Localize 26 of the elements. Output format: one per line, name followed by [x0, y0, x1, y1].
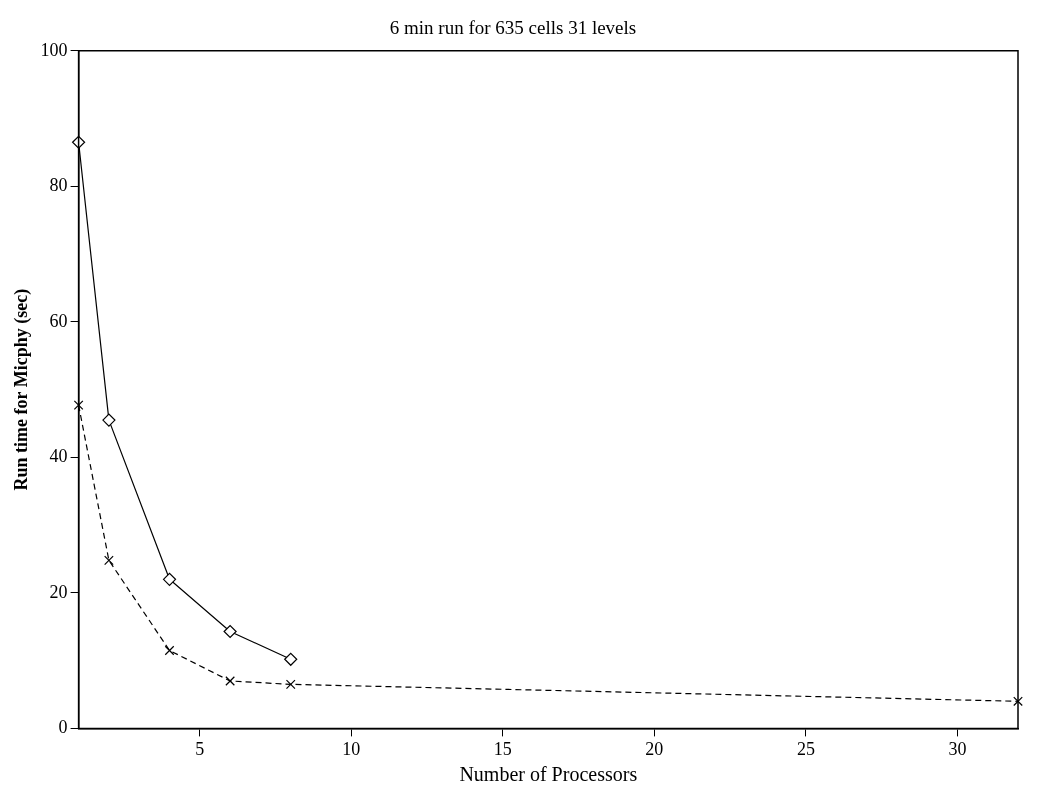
point: [225, 676, 235, 686]
y-tick-label: 40: [49, 446, 68, 467]
x-axis-title: Number of Processors: [459, 763, 638, 786]
point: [223, 624, 237, 639]
y-tick-label: 20: [49, 581, 68, 602]
y-tick-label: 0: [58, 717, 68, 738]
point: [1013, 696, 1023, 707]
point: [73, 400, 84, 411]
point: [284, 652, 298, 666]
point: [72, 135, 86, 149]
point: [162, 572, 177, 586]
y-tick-label: 80: [49, 175, 68, 196]
point: [104, 555, 114, 566]
x-tick-label: 25: [796, 738, 815, 759]
x-tick-label: 5: [195, 738, 205, 759]
point: [164, 645, 175, 656]
point: [285, 679, 296, 690]
x-tick-label: 30: [948, 738, 967, 759]
x-tick-label: 10: [342, 738, 361, 759]
chart-title: 6 min run for 635 cells 31 levels: [389, 17, 637, 39]
x-tick-label: 20: [645, 738, 664, 759]
y-tick-label: 60: [49, 310, 68, 331]
x-tick-label: 15: [493, 738, 512, 759]
y-axis-title: Run time for Micphy (sec): [11, 288, 33, 491]
y-tick-label: 100: [40, 39, 68, 60]
point: [102, 413, 116, 427]
